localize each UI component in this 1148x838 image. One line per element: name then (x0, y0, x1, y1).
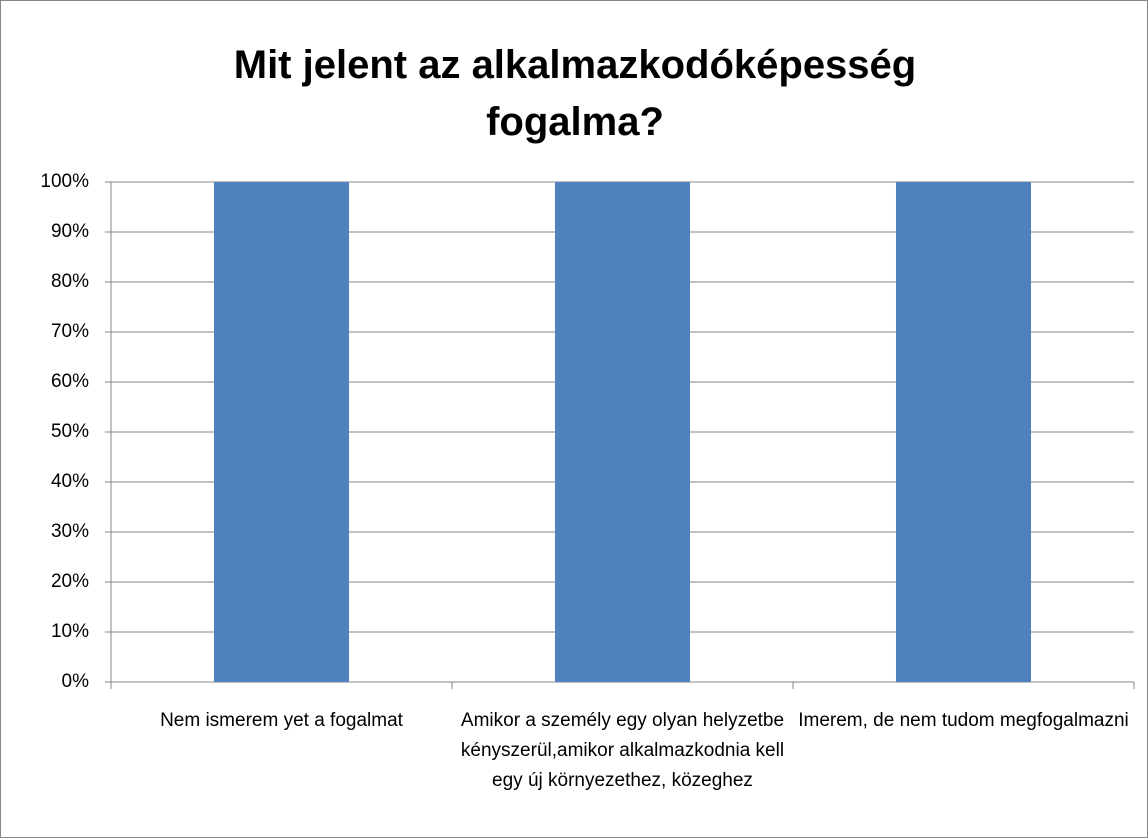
y-tick-label: 0% (62, 671, 90, 692)
y-tick-label: 90% (51, 221, 89, 242)
bar (213, 182, 350, 682)
y-tick-label: 100% (40, 171, 89, 192)
y-tick-label: 50% (51, 421, 89, 442)
y-tick-label: 70% (51, 321, 89, 342)
y-tick-label: 30% (51, 521, 89, 542)
y-tick-label: 20% (51, 571, 89, 592)
bar (554, 182, 691, 682)
chart-title: Mit jelent az alkalmazkodóképesség fogal… (233, 43, 917, 144)
y-tick-label: 60% (51, 371, 89, 392)
bar (895, 182, 1032, 682)
y-tick-label: 80% (51, 271, 89, 292)
x-tick-label: Nem ismerem yet a fogalmat (160, 710, 403, 731)
y-tick-label: 40% (51, 471, 89, 492)
x-tick-label: Amikor a személy egy olyan helyzetbe kén… (460, 710, 785, 791)
x-tick-label: Imerem, de nem tudom megfogalmazni (798, 710, 1129, 731)
y-tick-label: 10% (51, 621, 89, 642)
